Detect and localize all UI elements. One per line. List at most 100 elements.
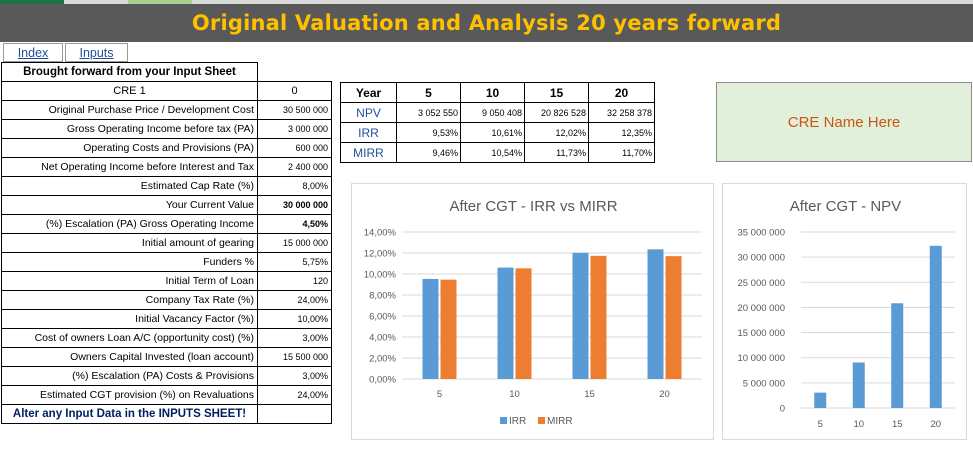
- year-label[interactable]: Year: [340, 82, 397, 103]
- bar-npv-20: [929, 245, 942, 408]
- bar-irr-10: [497, 267, 514, 379]
- bar-mirr-5: [440, 279, 457, 379]
- year-table-row: IRR 9,53% 10,61% 12,02% 12,35%: [340, 122, 655, 143]
- chart-title: After CGT - NPV: [790, 198, 901, 215]
- bar-mirr-10: [515, 268, 532, 379]
- row-label[interactable]: (%) Escalation (PA) Gross Operating Inco…: [1, 214, 258, 234]
- metric-value[interactable]: 10,61%: [460, 122, 525, 143]
- row-label[interactable]: Gross Operating Income before tax (PA): [1, 119, 258, 139]
- year-header-cell[interactable]: 20: [588, 82, 655, 103]
- row-label[interactable]: Company Tax Rate (%): [1, 290, 258, 310]
- year-header-row: Year 5 10 15 20: [340, 82, 655, 103]
- row-label[interactable]: (%) Escalation (PA) Costs & Provisions: [1, 366, 258, 386]
- row-label[interactable]: Estimated CGT provision (%) on Revaluati…: [1, 385, 258, 405]
- row-label[interactable]: Initial Vacancy Factor (%): [1, 309, 258, 329]
- row-value[interactable]: 10,00%: [257, 309, 332, 329]
- metric-label[interactable]: MIRR: [340, 142, 397, 163]
- metric-value[interactable]: 9,46%: [396, 142, 461, 163]
- row-value[interactable]: 3,00%: [257, 366, 332, 386]
- npv-chart-svg: After CGT - NPV 0 5 000 000 10 000 000 15 00…: [737, 198, 955, 430]
- inputs-link[interactable]: Inputs: [65, 43, 128, 62]
- row-value[interactable]: 8,00%: [257, 176, 332, 196]
- index-link[interactable]: Index: [3, 43, 63, 62]
- row-value[interactable]: 600 000: [257, 138, 332, 158]
- legend-label: IRR: [509, 416, 526, 427]
- y-tick-label: 25 000 000: [737, 278, 785, 289]
- empty-cell: [258, 63, 332, 82]
- row-label[interactable]: Operating Costs and Provisions (PA): [1, 138, 258, 158]
- row-value[interactable]: 2 400 000: [257, 157, 332, 177]
- metric-value[interactable]: 11,73%: [524, 142, 589, 163]
- cre-name-box[interactable]: CRE Name Here: [716, 82, 972, 162]
- row-label[interactable]: Original Purchase Price / Development Co…: [1, 100, 258, 120]
- metric-label[interactable]: NPV: [340, 102, 397, 123]
- metric-label[interactable]: IRR: [340, 122, 397, 143]
- cre-value-cell[interactable]: 0: [257, 81, 332, 101]
- table-row: Gross Operating Income before tax (PA) 3 …: [1, 119, 332, 139]
- row-value[interactable]: 4,50%: [257, 214, 332, 234]
- year-header-cell[interactable]: 15: [524, 82, 589, 103]
- x-tick-label: 5: [437, 389, 442, 400]
- row-label[interactable]: Owners Capital Invested (loan account): [1, 347, 258, 367]
- row-label[interactable]: Initial Term of Loan: [1, 271, 258, 291]
- x-tick-label: 10: [853, 419, 864, 430]
- x-tick-label: 15: [892, 419, 903, 430]
- metric-value[interactable]: 32 258 378: [588, 102, 655, 123]
- metric-value[interactable]: 9,53%: [396, 122, 461, 143]
- legend-label: MIRR: [547, 416, 573, 427]
- bar-npv-10: [852, 362, 865, 408]
- y-tick-label: 0: [780, 404, 785, 415]
- row-value[interactable]: 120: [257, 271, 332, 291]
- row-label[interactable]: Your Current Value: [1, 195, 258, 215]
- y-tick-label: 4,00%: [369, 333, 396, 344]
- row-value[interactable]: 15 500 000: [257, 347, 332, 367]
- table-header: Brought forward from your Input Sheet: [1, 62, 258, 82]
- input-summary-table: Brought forward from your Input Sheet CRE…: [1, 62, 332, 424]
- metric-value[interactable]: 11,70%: [588, 142, 655, 163]
- metric-value[interactable]: 9 050 408: [460, 102, 525, 123]
- irr-mirr-chart-svg: After CGT - IRR vs MIRR 0,00% 2,00% 4,00% 6,…: [364, 198, 702, 427]
- npv-chart[interactable]: After CGT - NPV 0 5 000 000 10 000 000 15 00…: [722, 183, 967, 440]
- irr-mirr-chart[interactable]: After CGT - IRR vs MIRR 0,00% 2,00% 4,00% 6,…: [351, 183, 714, 440]
- empty-cell: [257, 404, 332, 424]
- title-banner: Original Valuation and Analysis 20 years…: [0, 4, 973, 42]
- row-label[interactable]: Estimated Cap Rate (%): [1, 176, 258, 196]
- metric-value[interactable]: 12,02%: [524, 122, 589, 143]
- metric-value[interactable]: 10,54%: [460, 142, 525, 163]
- table-header-row: Brought forward from your Input Sheet: [1, 62, 332, 82]
- year-results-table: Year 5 10 15 20 NPV 3 052 550 9 050 408 20 826 5…: [340, 82, 655, 163]
- row-value[interactable]: 24,00%: [257, 290, 332, 310]
- row-label[interactable]: Cost of owners Loan A/C (opportunity cos…: [1, 328, 258, 348]
- footer-note: Alter any Input Data in the INPUTS SHEET…: [1, 404, 258, 424]
- legend-swatch: [500, 417, 507, 424]
- year-header-cell[interactable]: 5: [396, 82, 461, 103]
- year-table-row: NPV 3 052 550 9 050 408 20 826 528 32 258 37…: [340, 102, 655, 123]
- cre-name-text: CRE Name Here: [787, 113, 901, 131]
- row-value[interactable]: 3 000 000: [257, 119, 332, 139]
- table-row: (%) Escalation (PA) Costs & Provisions 3,…: [1, 366, 332, 386]
- y-tick-label: 2,00%: [369, 354, 396, 365]
- row-value[interactable]: 30 500 000: [257, 100, 332, 120]
- bar-npv-5: [814, 392, 827, 408]
- table-row: Estimated Cap Rate (%) 8,00%: [1, 176, 332, 196]
- year-table-row: MIRR 9,46% 10,54% 11,73% 11,70%: [340, 142, 655, 163]
- row-label[interactable]: Net Operating Income before Interest and…: [1, 157, 258, 177]
- metric-value[interactable]: 12,35%: [588, 122, 655, 143]
- y-tick-label: 30 000 000: [737, 253, 785, 264]
- x-tick-label: 20: [930, 419, 941, 430]
- cre-label-cell[interactable]: CRE 1: [1, 81, 258, 101]
- table-row: Operating Costs and Provisions (PA) 600 0…: [1, 138, 332, 158]
- table-row: Estimated CGT provision (%) on Revaluati…: [1, 385, 332, 405]
- row-value[interactable]: 30 000 000: [257, 195, 332, 215]
- row-value[interactable]: 24,00%: [257, 385, 332, 405]
- row-value[interactable]: 3,00%: [257, 328, 332, 348]
- metric-value[interactable]: 3 052 550: [396, 102, 461, 123]
- table-row: Net Operating Income before Interest and…: [1, 157, 332, 177]
- row-value[interactable]: 15 000 000: [257, 233, 332, 253]
- metric-value[interactable]: 20 826 528: [524, 102, 589, 123]
- row-label[interactable]: Funders %: [1, 252, 258, 272]
- row-value[interactable]: 5,75%: [257, 252, 332, 272]
- year-header-cell[interactable]: 10: [460, 82, 525, 103]
- table-row: Initial Vacancy Factor (%) 10,00%: [1, 309, 332, 329]
- row-label[interactable]: Initial amount of gearing: [1, 233, 258, 253]
